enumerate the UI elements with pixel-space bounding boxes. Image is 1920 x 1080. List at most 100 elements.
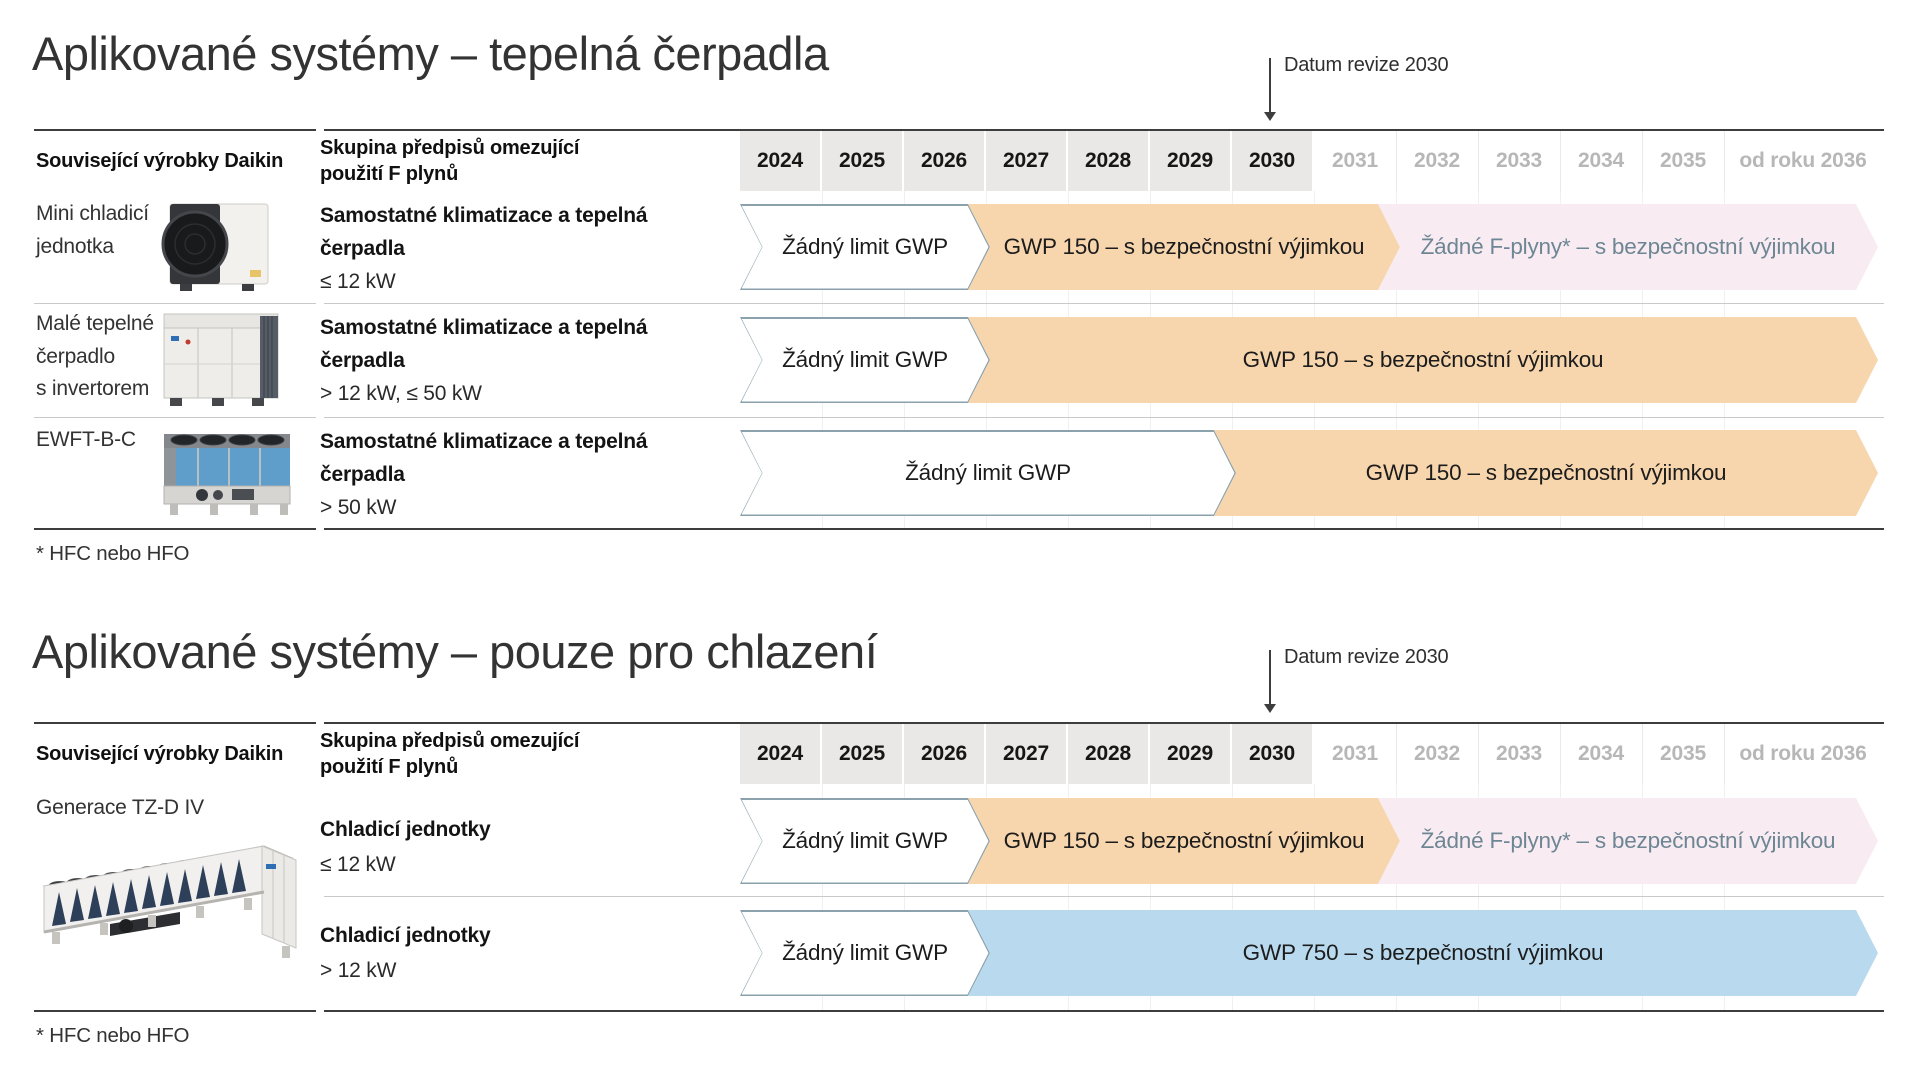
gridline xyxy=(822,784,823,1010)
table1-year-cell: 2026 xyxy=(904,131,984,191)
table2-year-cell: 2025 xyxy=(822,724,902,784)
table2-year-cell: 2030 xyxy=(1232,724,1312,784)
table2-bottom-border-left xyxy=(34,1010,316,1012)
product-image-ewft-chiller xyxy=(163,434,291,515)
timeline-segment-no-gwp-limit: Žádný limit GWP xyxy=(740,910,990,996)
table1-year-cell: 2033 xyxy=(1478,131,1561,191)
table2-top-border-left xyxy=(34,722,316,724)
table2-top-border-right xyxy=(324,722,1884,724)
section2-footnote: * HFC nebo HFO xyxy=(36,1024,190,1047)
section1-revision-note: Datum revize 2030 xyxy=(1284,54,1449,76)
table2-year-cell: 2031 xyxy=(1314,724,1397,784)
row-divider xyxy=(324,417,1884,418)
table1-top-border-right xyxy=(324,129,1884,131)
table1-bottom-border-right xyxy=(324,528,1884,530)
regulation-detail: ≤ 12 kW xyxy=(320,853,396,876)
table1-year-cell-final: od roku 2036 xyxy=(1739,149,1867,172)
row-divider xyxy=(324,896,1884,897)
product-label: Mini chladicí jednotka xyxy=(36,202,149,258)
segment-label: GWP 150 – s bezpečnostní výjimkou xyxy=(1003,234,1365,259)
table2-year-cell: 2032 xyxy=(1396,724,1479,784)
table2-year-cell: 2026 xyxy=(904,724,984,784)
segment-label: GWP 150 – s bezpečnostní výjimkou xyxy=(1365,460,1727,485)
gridline xyxy=(1560,784,1561,1010)
product-image-mini-chiller xyxy=(161,203,269,291)
table2-year-cell: 2029 xyxy=(1150,724,1230,784)
row-divider xyxy=(324,303,1884,304)
section2-title: Aplikované systémy – pouze pro chlazení xyxy=(32,625,878,678)
table1-year-cell: 2029 xyxy=(1150,131,1230,191)
product-label: EWFT-B-C xyxy=(36,428,136,451)
regulation-detail: > 12 kW xyxy=(320,959,397,982)
gridline xyxy=(1150,784,1151,1010)
gridline xyxy=(1068,784,1069,1010)
table1-top-border-left xyxy=(34,129,316,131)
regulation-detail: > 50 kW xyxy=(320,496,397,519)
table1-year-cell: 2025 xyxy=(822,131,902,191)
section2-revision-note: Datum revize 2030 xyxy=(1284,646,1449,668)
table1-year-cell: 2030 xyxy=(1232,131,1312,191)
product-image-small-heat-pump xyxy=(163,313,279,406)
table1-bottom-border-left xyxy=(34,528,316,530)
gridline xyxy=(1642,784,1643,1010)
table2-year-cell: 2027 xyxy=(986,724,1066,784)
table2-year-cell: 2034 xyxy=(1560,724,1643,784)
section1-footnote: * HFC nebo HFO xyxy=(36,542,190,565)
revision-arrow-icon xyxy=(1269,58,1271,112)
gridline xyxy=(1314,784,1315,1010)
regulation-title: Samostatné klimatizace a tepelná čerpadl… xyxy=(320,204,648,260)
regulation-title: Chladicí jednotky xyxy=(320,924,491,947)
table1-year-cell: 2035 xyxy=(1642,131,1725,191)
timeline-segment-gwp150: GWP 150 – s bezpečnostní výjimkou xyxy=(968,798,1400,884)
gridline xyxy=(1396,784,1397,1010)
section1-title: Aplikované systémy – tepelná čerpadla xyxy=(32,27,829,80)
regulation-title: Samostatné klimatizace a tepelná čerpadl… xyxy=(320,430,648,486)
table1-year-cell: 2032 xyxy=(1396,131,1479,191)
timeline-segment-no-gwp-limit: Žádný limit GWP xyxy=(740,204,990,290)
regulation-detail: ≤ 12 kW xyxy=(320,270,396,293)
product-label: Generace TZ-D IV xyxy=(36,796,204,819)
table1-col-products-header: Související výrobky Daikin xyxy=(36,149,284,172)
row-divider xyxy=(34,417,316,418)
table1-year-cell: 2027 xyxy=(986,131,1066,191)
timeline-segment-no-gwp-limit: Žádný limit GWP xyxy=(740,317,990,403)
table1-col-regulation-header: Skupina předpisů omezující použití F ply… xyxy=(320,136,580,185)
table2-year-cell: 2028 xyxy=(1068,724,1148,784)
gridline xyxy=(904,784,905,1010)
timeline-segment-no-fgas: Žádné F-plyny* – s bezpečnostní výjimkou xyxy=(1378,204,1878,290)
segment-label: Žádné F-plyny* – s bezpečnostní výjimkou xyxy=(1420,234,1836,259)
regulation-title: Samostatné klimatizace a tepelná čerpadl… xyxy=(320,316,648,372)
table2-year-cell-final: od roku 2036 xyxy=(1739,742,1867,765)
table2-year-cell: 2035 xyxy=(1642,724,1725,784)
table1-year-cell: 2034 xyxy=(1560,131,1643,191)
revision-arrowhead-icon xyxy=(1264,704,1276,713)
timeline-segment-gwp150: GWP 150 – s bezpečnostní výjimkou xyxy=(968,204,1400,290)
table1-year-cell: 2024 xyxy=(740,131,820,191)
segment-label: GWP 150 – s bezpečnostní výjimkou xyxy=(1242,347,1604,372)
table1-year-cell: 2031 xyxy=(1314,131,1397,191)
timeline-segment-no-gwp-limit: Žádný limit GWP xyxy=(740,798,990,884)
row-divider xyxy=(34,303,316,304)
timeline-segment-gwp750: GWP 750 – s bezpečnostní výjimkou xyxy=(968,910,1878,996)
table2-col-regulation-header: Skupina předpisů omezující použití F ply… xyxy=(320,729,580,778)
segment-label: Žádný limit GWP xyxy=(905,460,1071,485)
segment-label: Žádný limit GWP xyxy=(782,347,948,372)
table2-bottom-border-right xyxy=(324,1010,1884,1012)
timeline-segment-no-fgas: Žádné F-plyny* – s bezpečnostní výjimkou xyxy=(1378,798,1878,884)
segment-label: Žádné F-plyny* – s bezpečnostní výjimkou xyxy=(1420,828,1836,853)
segment-label: GWP 750 – s bezpečnostní výjimkou xyxy=(1242,940,1604,965)
table2-col-products-header: Související výrobky Daikin xyxy=(36,742,284,765)
timeline-segment-gwp150: GWP 150 – s bezpečnostní výjimkou xyxy=(1214,430,1878,516)
product-image-tz-d-chiller xyxy=(42,845,297,958)
revision-arrowhead-icon xyxy=(1264,112,1276,121)
gridline xyxy=(1724,784,1725,1010)
revision-arrow-icon xyxy=(1269,650,1271,704)
gridline xyxy=(1232,784,1233,1010)
timeline-segment-gwp150: GWP 150 – s bezpečnostní výjimkou xyxy=(968,317,1878,403)
product-label: Malé tepelné čerpadlo s invertorem xyxy=(36,312,154,401)
gridline xyxy=(986,784,987,1010)
table1-year-cell: 2028 xyxy=(1068,131,1148,191)
regulation-title: Chladicí jednotky xyxy=(320,818,491,841)
gridline xyxy=(1478,784,1479,1010)
